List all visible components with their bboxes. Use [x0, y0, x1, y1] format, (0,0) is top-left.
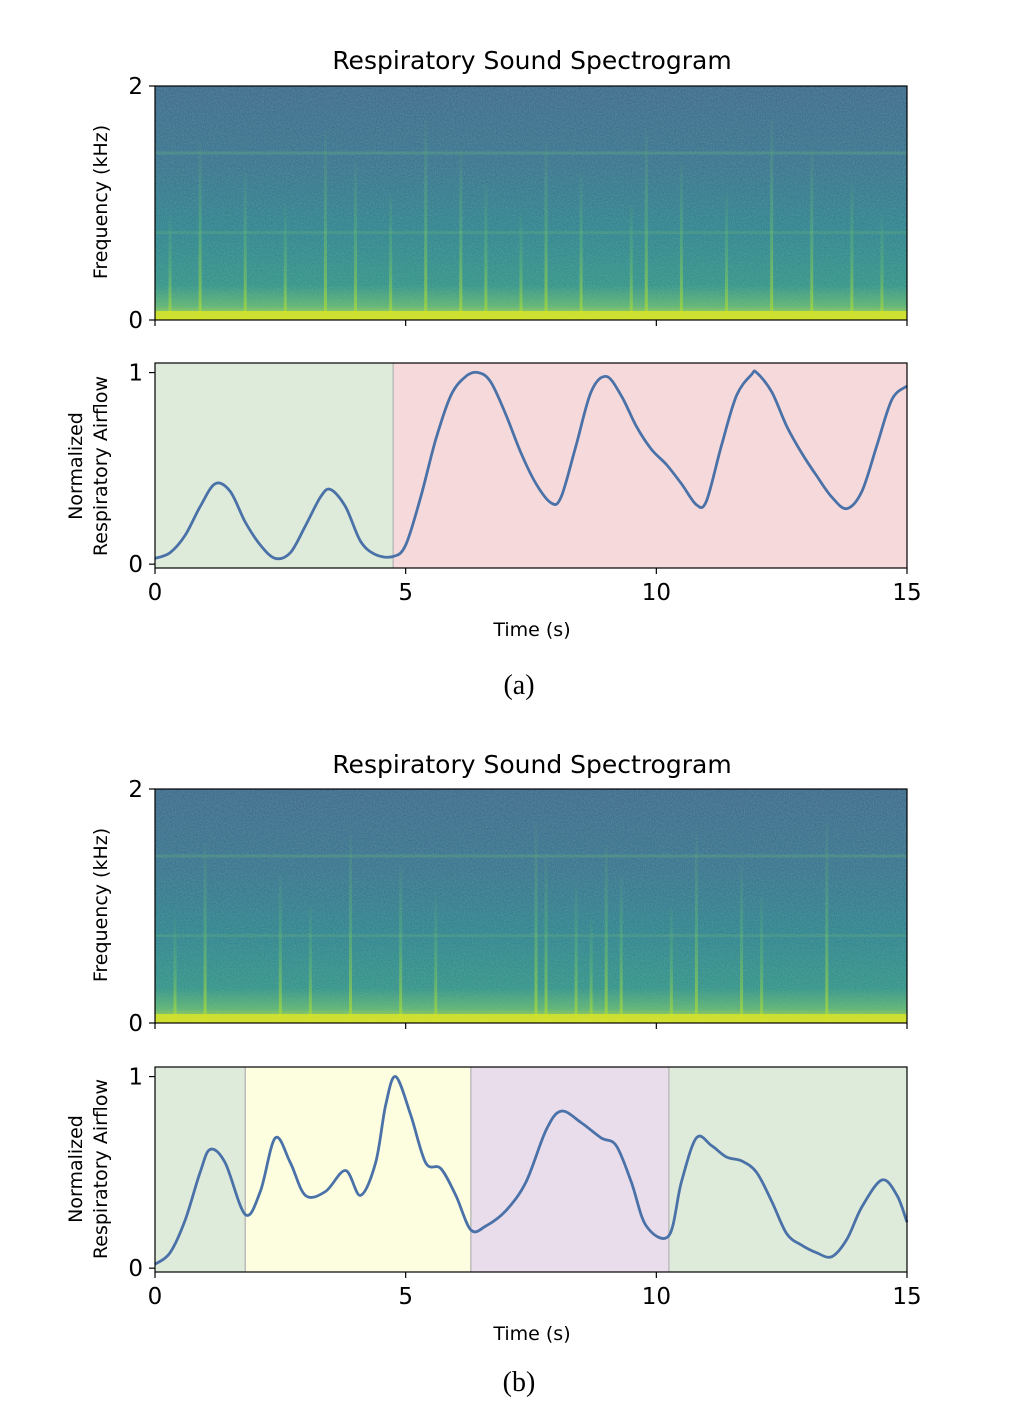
y-tick-label: 2: [128, 777, 143, 803]
airflow-frame: [154, 1066, 908, 1273]
airflow-line: [154, 369, 908, 561]
harmonic-band: [155, 231, 907, 235]
panel-a: Respiratory Sound Spectrogram 02 Frequen…: [65, 46, 922, 701]
spectral-streak: [604, 843, 608, 1023]
spectral-streak: [283, 204, 287, 320]
spectrogram-ylabel: Frequency (kHz): [90, 828, 112, 982]
spectrogram-ylabel: Frequency (kHz): [90, 125, 112, 279]
panel-b: Respiratory Sound Spectrogram 02 Frequen…: [65, 750, 922, 1398]
spectral-streak: [168, 214, 172, 320]
y-tick-label: 2: [128, 74, 143, 100]
y-tick-label: 1: [128, 1065, 143, 1091]
spectral-streak: [880, 214, 884, 320]
spectral-streak: [323, 130, 327, 320]
spectrogram-title: Respiratory Sound Spectrogram: [332, 46, 731, 75]
airflow-ylabel-line1: Normalized: [65, 412, 87, 520]
spectral-streak: [544, 854, 548, 1023]
harmonic-band: [155, 151, 907, 155]
panel-caption: (b): [503, 1367, 536, 1398]
spectral-streak: [589, 917, 593, 1023]
spectrogram-title: Respiratory Sound Spectrogram: [332, 750, 731, 779]
x-tick-label: 0: [148, 1284, 163, 1310]
y-tick-label: 0: [128, 552, 143, 578]
spectrogram: 02: [128, 74, 908, 334]
spectral-streak: [574, 886, 578, 1023]
spectral-streak: [424, 119, 428, 321]
spectral-streak: [725, 193, 729, 320]
airflow-ylabel-line1: Normalized: [65, 1115, 87, 1223]
spectral-streak: [579, 172, 583, 320]
airflow-xlabel: Time (s): [492, 619, 570, 641]
low-frequency-band: [155, 311, 907, 320]
spectral-streak: [825, 822, 829, 1023]
x-tick-label: 10: [642, 1284, 671, 1310]
spectral-streak: [203, 843, 207, 1023]
spectral-streak: [278, 875, 282, 1023]
y-tick-label: 0: [128, 1011, 143, 1037]
airflow-ylabel-line2: Respiratory Airflow: [90, 1079, 112, 1259]
spectral-streak: [850, 183, 854, 320]
x-tick-label: 0: [148, 580, 163, 606]
x-tick-label: 5: [398, 580, 413, 606]
airflow-plot: 010 5 10 15: [128, 1065, 921, 1310]
x-tick-label: 5: [398, 1284, 413, 1310]
spectrogram-noise: [155, 789, 907, 1023]
airflow-frame: [154, 362, 908, 569]
x-tick-label: 10: [642, 580, 671, 606]
phase-region: [470, 1067, 669, 1272]
airflow-plot: 010 5 10 15: [128, 361, 921, 606]
airflow-ylabel-line2: Respiratory Airflow: [90, 376, 112, 556]
spectral-streak: [198, 140, 202, 320]
spectral-streak: [770, 119, 774, 321]
spectral-streak: [484, 183, 488, 320]
spectral-streak: [354, 162, 358, 320]
panel-caption: (a): [503, 670, 534, 701]
x-tick-label: 15: [892, 580, 921, 606]
spectrogram-frame: [154, 85, 908, 321]
spectral-streak: [760, 896, 764, 1023]
spectral-streak: [810, 151, 814, 320]
phase-region: [668, 1067, 907, 1272]
spectral-streak: [434, 896, 438, 1023]
low-frequency-band: [155, 1014, 907, 1023]
spectral-streak: [740, 865, 744, 1023]
spectral-streak: [679, 162, 683, 320]
phase-region: [245, 1067, 471, 1272]
phase-region: [393, 363, 908, 568]
spectral-streak: [644, 130, 648, 320]
harmonic-band: [155, 854, 907, 858]
spectral-streak: [308, 907, 312, 1023]
phase-region: [155, 363, 394, 568]
spectrogram: 02: [128, 777, 908, 1037]
y-tick-label: 1: [128, 361, 143, 387]
spectral-streak: [243, 172, 247, 320]
spectrogram-frame: [154, 788, 908, 1024]
spectral-streak: [459, 151, 463, 320]
spectral-streak: [694, 833, 698, 1023]
spectral-streak: [389, 193, 393, 320]
spectral-streak: [519, 214, 523, 320]
spectral-streak: [534, 822, 538, 1023]
airflow-line: [154, 1075, 909, 1266]
y-tick-label: 0: [128, 1256, 143, 1282]
spectral-streak: [629, 204, 633, 320]
spectrogram-noise: [155, 86, 907, 320]
spectral-streak: [544, 140, 548, 320]
spectral-streak: [349, 833, 353, 1023]
y-tick-label: 0: [128, 308, 143, 334]
spectral-streak: [173, 917, 177, 1023]
spectral-streak: [619, 875, 623, 1023]
spectral-streak: [399, 865, 403, 1023]
x-tick-label: 15: [892, 1284, 921, 1310]
spectral-streak: [669, 907, 673, 1023]
harmonic-band: [155, 934, 907, 938]
airflow-xlabel: Time (s): [492, 1323, 570, 1345]
